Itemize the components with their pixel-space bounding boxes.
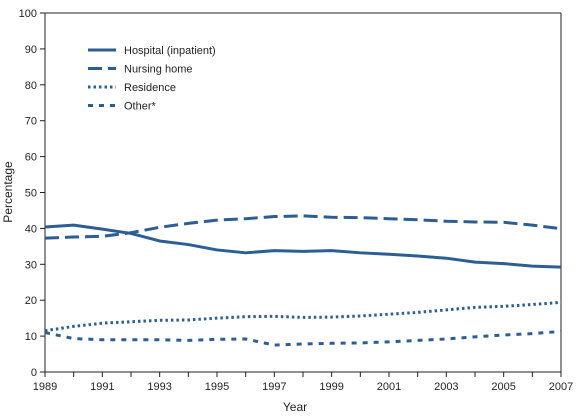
- series-line-1: [44, 223, 562, 269]
- x-tick-label: 2005: [491, 381, 515, 393]
- y-tick-label: 10: [25, 331, 37, 343]
- y-tick-label: 80: [25, 80, 37, 92]
- y-tick-label: 90: [25, 44, 37, 56]
- series-line-2: [44, 214, 562, 240]
- x-tick-label: 1991: [90, 381, 114, 393]
- legend: Hospital (inpatient) Nursing home Residenc…: [88, 45, 216, 113]
- y-tick-label: 100: [19, 8, 37, 20]
- y-tick-label: 20: [25, 295, 37, 307]
- x-tick-label: 1993: [147, 381, 171, 393]
- x-tick-label: 1997: [262, 381, 286, 393]
- y-tick-label: 30: [25, 259, 37, 271]
- legend-label: Hospital (inpatient): [124, 45, 216, 57]
- x-tick-label: 2007: [549, 381, 573, 393]
- y-tick-label: 60: [25, 152, 37, 164]
- x-tick-label: 1989: [33, 381, 57, 393]
- y-tick-label: 40: [25, 223, 37, 235]
- x-tick-label: 2003: [434, 381, 458, 393]
- x-tick-label: 1999: [319, 381, 343, 393]
- legend-label: Residence: [124, 82, 176, 94]
- x-tick-label: 1995: [205, 381, 229, 393]
- legend-label: Nursing home: [124, 64, 192, 76]
- y-axis-title: Percentage: [1, 161, 15, 223]
- x-axis-title: Year: [283, 400, 307, 414]
- x-tick-label: 2001: [377, 381, 401, 393]
- y-tick-label: 70: [25, 116, 37, 128]
- y-tick-label: 50: [25, 188, 37, 200]
- legend-label: Other*: [124, 101, 157, 113]
- series-line-4: [44, 329, 562, 347]
- series-lines: [44, 214, 562, 347]
- y-axis-ticks: 0 10 20 30 40 50 60 70 80 90 100: [19, 8, 45, 379]
- x-axis-ticks: 1989 1991 1993 1995 1997 1999 2001 2003 2005 2007: [33, 372, 573, 393]
- series-line-3: [44, 300, 562, 333]
- y-tick-label: 0: [31, 367, 37, 379]
